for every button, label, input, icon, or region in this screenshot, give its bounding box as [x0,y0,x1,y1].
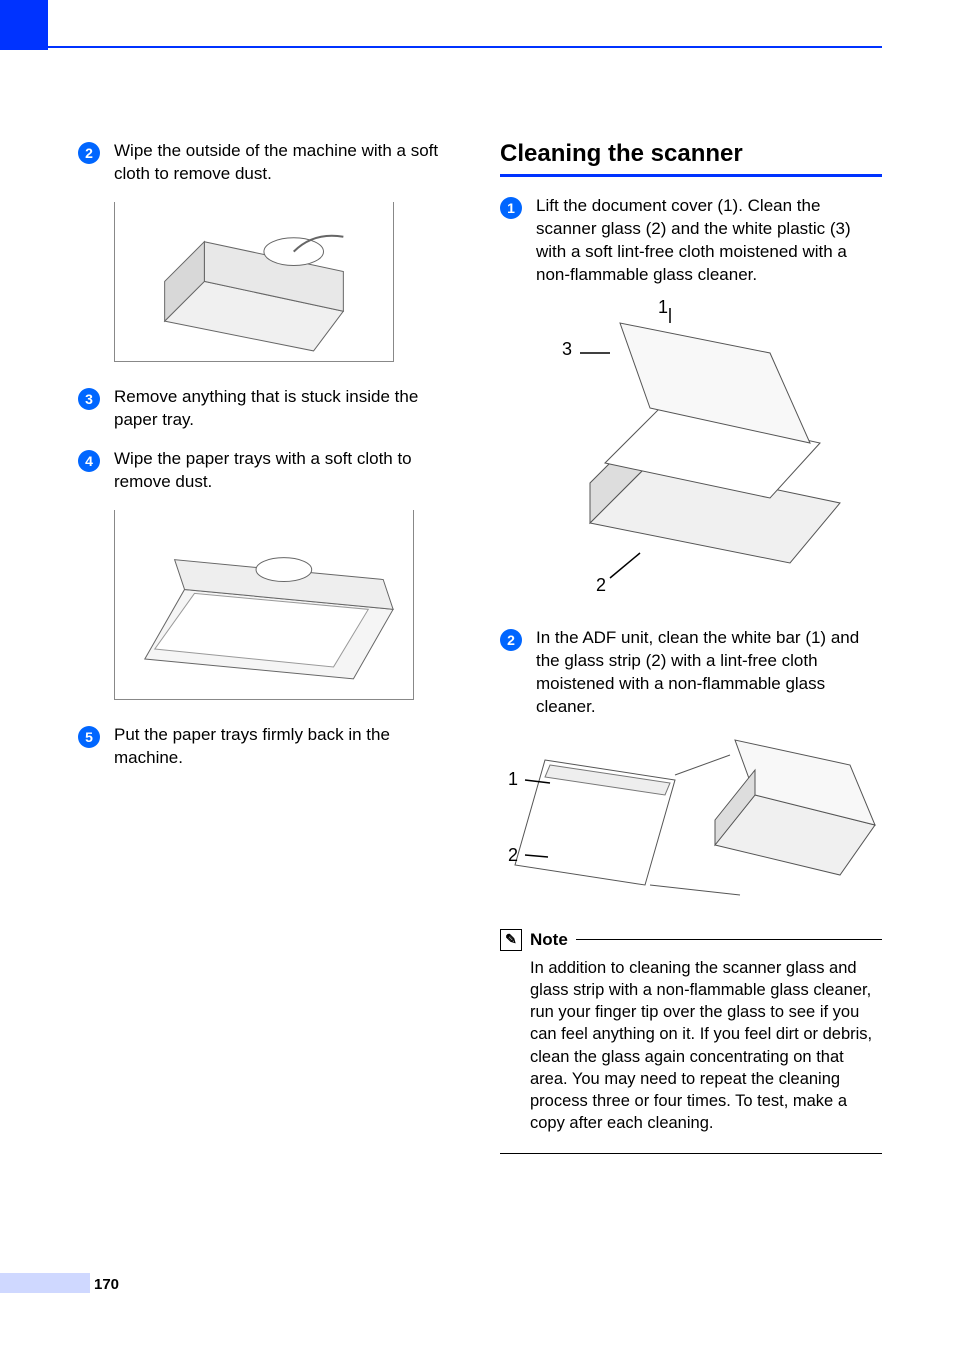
step-bullet: 1 [500,197,522,219]
section-rule [500,174,882,177]
step-text: Remove anything that is stuck inside the… [114,386,460,432]
callout-3: 3 [562,339,572,360]
callout-1: 1 [658,297,668,318]
step-bullet: 4 [78,450,100,472]
note-label: Note [530,930,568,950]
step-text: Put the paper trays firmly back in the m… [114,724,460,770]
note-rule [576,939,882,940]
step-4: 4 Wipe the paper trays with a soft cloth… [78,448,460,494]
note-bottom-rule [500,1153,882,1154]
note-icon: ✎ [500,929,522,951]
step-5: 5 Put the paper trays firmly back in the… [78,724,460,770]
callout-2: 2 [596,575,606,596]
printer-wipe-illustration [115,202,393,361]
figure-wipe-machine [114,202,394,362]
step-bullet: 2 [500,629,522,651]
right-column: Cleaning the scanner 1 Lift the document… [500,140,882,1154]
page-content: 2 Wipe the outside of the machine with a… [78,140,882,1154]
step-text: Wipe the paper trays with a soft cloth t… [114,448,460,494]
paper-tray-illustration [115,510,413,699]
left-column: 2 Wipe the outside of the machine with a… [78,140,460,1154]
step-2: 2 Wipe the outside of the machine with a… [78,140,460,186]
step-3: 3 Remove anything that is stuck inside t… [78,386,460,432]
note-body: In addition to cleaning the scanner glas… [500,957,882,1145]
step-bullet: 3 [78,388,100,410]
step-bullet: 2 [78,142,100,164]
page-number: 170 [94,1276,119,1293]
step-text: Lift the document cover (1). Clean the s… [536,195,882,287]
figure-paper-tray [114,510,414,700]
figure-adf-clean: 1 2 [500,735,880,905]
page-number-bar [0,1273,90,1293]
header-rule [48,46,882,48]
callout-2: 2 [508,845,518,866]
section-title: Cleaning the scanner [500,140,882,168]
step-text: In the ADF unit, clean the white bar (1)… [536,627,882,719]
step-text: Wipe the outside of the machine with a s… [114,140,460,186]
adf-clean-illustration [500,735,880,905]
step-r2: 2 In the ADF unit, clean the white bar (… [500,627,882,719]
figure-scanner-open: 1 3 2 [520,303,860,603]
step-bullet: 5 [78,726,100,748]
callout-1: 1 [508,769,518,790]
note-header: ✎ Note [500,929,882,951]
side-tab [0,0,48,50]
step-r1: 1 Lift the document cover (1). Clean the… [500,195,882,287]
